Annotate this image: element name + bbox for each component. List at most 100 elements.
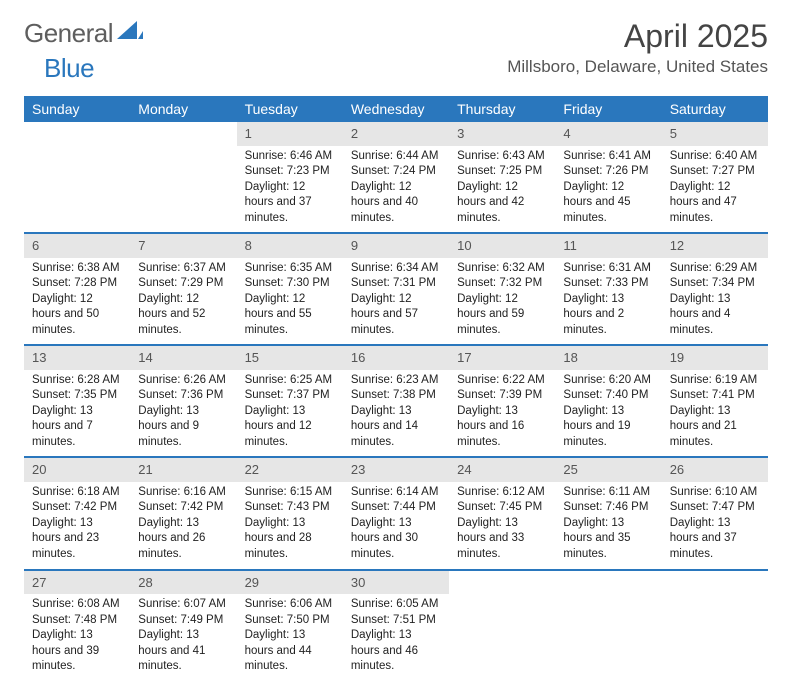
calendar-cell: 7Sunrise: 6:37 AMSunset: 7:29 PMDaylight… (130, 233, 236, 344)
day-number: 27 (24, 571, 130, 595)
calendar-cell: 8Sunrise: 6:35 AMSunset: 7:30 PMDaylight… (237, 233, 343, 344)
day-content: Sunrise: 6:18 AMSunset: 7:42 PMDaylight:… (24, 482, 130, 569)
day-number: 8 (237, 234, 343, 258)
calendar-cell: 28Sunrise: 6:07 AMSunset: 7:49 PMDayligh… (130, 570, 236, 681)
calendar-cell: 6Sunrise: 6:38 AMSunset: 7:28 PMDaylight… (24, 233, 130, 344)
day-number: 12 (662, 234, 768, 258)
day-content: Sunrise: 6:43 AMSunset: 7:25 PMDaylight:… (449, 146, 555, 233)
day-number: 13 (24, 346, 130, 370)
day-content: Sunrise: 6:41 AMSunset: 7:26 PMDaylight:… (555, 146, 661, 233)
day-number: 14 (130, 346, 236, 370)
day-content: Sunrise: 6:22 AMSunset: 7:39 PMDaylight:… (449, 370, 555, 457)
calendar-cell: 18Sunrise: 6:20 AMSunset: 7:40 PMDayligh… (555, 345, 661, 456)
triangle-icon (117, 21, 143, 41)
day-number: 21 (130, 458, 236, 482)
day-number: 16 (343, 346, 449, 370)
title-block: April 2025 Millsboro, Delaware, United S… (507, 18, 768, 77)
day-header-row: SundayMondayTuesdayWednesdayThursdayFrid… (24, 96, 768, 122)
day-content: Sunrise: 6:06 AMSunset: 7:50 PMDaylight:… (237, 594, 343, 681)
day-content: Sunrise: 6:44 AMSunset: 7:24 PMDaylight:… (343, 146, 449, 233)
day-number: 3 (449, 122, 555, 146)
calendar-week: 1Sunrise: 6:46 AMSunset: 7:23 PMDaylight… (24, 122, 768, 232)
day-content: Sunrise: 6:12 AMSunset: 7:45 PMDaylight:… (449, 482, 555, 569)
calendar-cell: 15Sunrise: 6:25 AMSunset: 7:37 PMDayligh… (237, 345, 343, 456)
calendar-cell: 14Sunrise: 6:26 AMSunset: 7:36 PMDayligh… (130, 345, 236, 456)
day-content: Sunrise: 6:28 AMSunset: 7:35 PMDaylight:… (24, 370, 130, 457)
calendar-cell: 27Sunrise: 6:08 AMSunset: 7:48 PMDayligh… (24, 570, 130, 681)
calendar-cell: 4Sunrise: 6:41 AMSunset: 7:26 PMDaylight… (555, 122, 661, 232)
day-content: Sunrise: 6:46 AMSunset: 7:23 PMDaylight:… (237, 146, 343, 233)
day-content: Sunrise: 6:23 AMSunset: 7:38 PMDaylight:… (343, 370, 449, 457)
day-content: Sunrise: 6:37 AMSunset: 7:29 PMDaylight:… (130, 258, 236, 345)
day-content: Sunrise: 6:32 AMSunset: 7:32 PMDaylight:… (449, 258, 555, 345)
calendar-cell (130, 122, 236, 232)
day-content: Sunrise: 6:15 AMSunset: 7:43 PMDaylight:… (237, 482, 343, 569)
calendar-cell: 5Sunrise: 6:40 AMSunset: 7:27 PMDaylight… (662, 122, 768, 232)
page-title: April 2025 (507, 18, 768, 55)
day-number: 1 (237, 122, 343, 146)
day-header: Monday (130, 96, 236, 122)
day-content: Sunrise: 6:38 AMSunset: 7:28 PMDaylight:… (24, 258, 130, 345)
calendar-cell (24, 122, 130, 232)
calendar-body: 1Sunrise: 6:46 AMSunset: 7:23 PMDaylight… (24, 122, 768, 681)
calendar-cell: 11Sunrise: 6:31 AMSunset: 7:33 PMDayligh… (555, 233, 661, 344)
day-number: 2 (343, 122, 449, 146)
day-content: Sunrise: 6:29 AMSunset: 7:34 PMDaylight:… (662, 258, 768, 345)
day-content: Sunrise: 6:14 AMSunset: 7:44 PMDaylight:… (343, 482, 449, 569)
day-number: 15 (237, 346, 343, 370)
calendar-cell: 30Sunrise: 6:05 AMSunset: 7:51 PMDayligh… (343, 570, 449, 681)
calendar-cell: 2Sunrise: 6:44 AMSunset: 7:24 PMDaylight… (343, 122, 449, 232)
day-content: Sunrise: 6:34 AMSunset: 7:31 PMDaylight:… (343, 258, 449, 345)
calendar-cell: 26Sunrise: 6:10 AMSunset: 7:47 PMDayligh… (662, 457, 768, 568)
day-number: 25 (555, 458, 661, 482)
logo: General (24, 18, 143, 49)
day-number: 24 (449, 458, 555, 482)
calendar-cell (662, 570, 768, 681)
calendar-week: 20Sunrise: 6:18 AMSunset: 7:42 PMDayligh… (24, 457, 768, 568)
calendar-table: SundayMondayTuesdayWednesdayThursdayFrid… (24, 96, 768, 681)
calendar-cell: 25Sunrise: 6:11 AMSunset: 7:46 PMDayligh… (555, 457, 661, 568)
day-number: 4 (555, 122, 661, 146)
location: Millsboro, Delaware, United States (507, 57, 768, 77)
calendar-week: 27Sunrise: 6:08 AMSunset: 7:48 PMDayligh… (24, 570, 768, 681)
calendar-cell (449, 570, 555, 681)
calendar-cell: 1Sunrise: 6:46 AMSunset: 7:23 PMDaylight… (237, 122, 343, 232)
day-number: 7 (130, 234, 236, 258)
logo-text-2: Blue (44, 53, 94, 84)
day-header: Saturday (662, 96, 768, 122)
day-content: Sunrise: 6:40 AMSunset: 7:27 PMDaylight:… (662, 146, 768, 233)
day-number: 17 (449, 346, 555, 370)
calendar-cell: 16Sunrise: 6:23 AMSunset: 7:38 PMDayligh… (343, 345, 449, 456)
day-number: 11 (555, 234, 661, 258)
day-content: Sunrise: 6:08 AMSunset: 7:48 PMDaylight:… (24, 594, 130, 681)
day-number: 10 (449, 234, 555, 258)
day-content: Sunrise: 6:16 AMSunset: 7:42 PMDaylight:… (130, 482, 236, 569)
day-number: 20 (24, 458, 130, 482)
calendar-cell: 9Sunrise: 6:34 AMSunset: 7:31 PMDaylight… (343, 233, 449, 344)
calendar-cell: 23Sunrise: 6:14 AMSunset: 7:44 PMDayligh… (343, 457, 449, 568)
calendar-cell: 22Sunrise: 6:15 AMSunset: 7:43 PMDayligh… (237, 457, 343, 568)
calendar-cell (555, 570, 661, 681)
day-header: Thursday (449, 96, 555, 122)
day-content: Sunrise: 6:26 AMSunset: 7:36 PMDaylight:… (130, 370, 236, 457)
day-number: 29 (237, 571, 343, 595)
calendar-cell: 20Sunrise: 6:18 AMSunset: 7:42 PMDayligh… (24, 457, 130, 568)
day-content: Sunrise: 6:05 AMSunset: 7:51 PMDaylight:… (343, 594, 449, 681)
calendar-cell: 13Sunrise: 6:28 AMSunset: 7:35 PMDayligh… (24, 345, 130, 456)
day-number: 18 (555, 346, 661, 370)
logo-text-1: General (24, 18, 113, 49)
day-content: Sunrise: 6:35 AMSunset: 7:30 PMDaylight:… (237, 258, 343, 345)
day-header: Sunday (24, 96, 130, 122)
calendar-cell: 12Sunrise: 6:29 AMSunset: 7:34 PMDayligh… (662, 233, 768, 344)
calendar-cell: 19Sunrise: 6:19 AMSunset: 7:41 PMDayligh… (662, 345, 768, 456)
day-header: Friday (555, 96, 661, 122)
day-content: Sunrise: 6:07 AMSunset: 7:49 PMDaylight:… (130, 594, 236, 681)
day-number: 28 (130, 571, 236, 595)
calendar-cell: 21Sunrise: 6:16 AMSunset: 7:42 PMDayligh… (130, 457, 236, 568)
day-content: Sunrise: 6:20 AMSunset: 7:40 PMDaylight:… (555, 370, 661, 457)
calendar-cell: 3Sunrise: 6:43 AMSunset: 7:25 PMDaylight… (449, 122, 555, 232)
day-number: 6 (24, 234, 130, 258)
calendar-cell: 24Sunrise: 6:12 AMSunset: 7:45 PMDayligh… (449, 457, 555, 568)
calendar-week: 13Sunrise: 6:28 AMSunset: 7:35 PMDayligh… (24, 345, 768, 456)
day-number: 5 (662, 122, 768, 146)
